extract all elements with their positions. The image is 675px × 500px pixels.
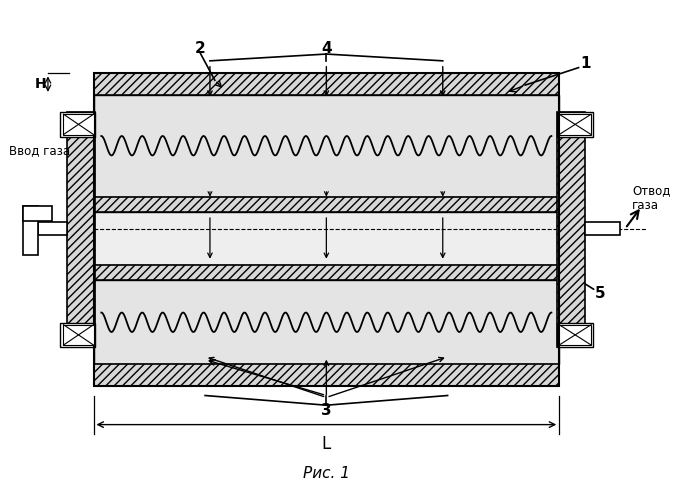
Bar [558,323,593,347]
Bar [94,196,559,212]
Text: 3: 3 [321,402,331,417]
Bar [558,112,585,347]
Bar [63,324,94,345]
Text: Отвод
газа: Отвод газа [632,184,670,212]
Bar [94,74,559,95]
Bar [94,280,559,364]
Bar [94,95,559,196]
Text: Рис. 1: Рис. 1 [303,466,350,480]
Bar [558,112,593,136]
Bar [63,114,94,134]
Bar [23,206,38,255]
Bar [68,112,95,347]
Text: 4: 4 [321,40,331,56]
Text: 2: 2 [195,40,206,56]
Bar [38,222,68,235]
Bar [23,206,52,221]
Bar [94,264,559,280]
Bar [94,364,559,386]
Text: L: L [322,435,331,453]
Bar [94,74,559,386]
Text: 1: 1 [580,56,591,72]
Bar [585,222,620,235]
Bar [559,114,591,134]
Bar [94,212,559,264]
Text: Ввод газа: Ввод газа [9,144,70,158]
Bar [59,112,95,136]
Bar [559,324,591,345]
Text: 5: 5 [595,286,605,301]
Bar [59,323,95,347]
Text: H: H [34,77,46,91]
